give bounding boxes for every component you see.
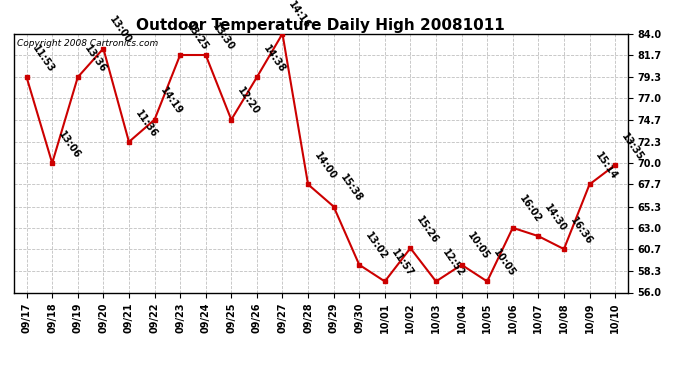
Text: 15:14: 15:14 [593,150,620,182]
Text: 11:57: 11:57 [389,248,415,279]
Text: 12:20: 12:20 [235,86,262,117]
Text: 11:53: 11:53 [31,43,57,74]
Text: 13:00: 13:00 [108,15,133,46]
Text: Copyright 2008 Cartronics.com: Copyright 2008 Cartronics.com [17,39,158,48]
Text: 14:30: 14:30 [542,202,569,233]
Title: Outdoor Temperature Daily High 20081011: Outdoor Temperature Daily High 20081011 [137,18,505,33]
Text: 10:05: 10:05 [466,231,492,262]
Text: 13:36: 13:36 [82,43,108,74]
Text: 14:19: 14:19 [159,86,185,117]
Text: 12:52: 12:52 [440,248,466,279]
Text: 13:02: 13:02 [364,231,389,262]
Text: 10:05: 10:05 [491,248,518,279]
Text: 13:25: 13:25 [184,21,210,52]
Text: 16:02: 16:02 [517,194,543,225]
Text: 13:30: 13:30 [210,21,236,52]
Text: 15:26: 15:26 [415,214,440,245]
Text: 13:35: 13:35 [619,131,645,162]
Text: 16:36: 16:36 [568,215,594,246]
Text: 11:36: 11:36 [133,108,159,139]
Text: 14:16: 14:16 [286,0,313,31]
Text: 14:00: 14:00 [312,150,338,182]
Text: 13:06: 13:06 [57,129,82,160]
Text: 15:38: 15:38 [338,172,364,204]
Text: 14:38: 14:38 [261,43,287,74]
